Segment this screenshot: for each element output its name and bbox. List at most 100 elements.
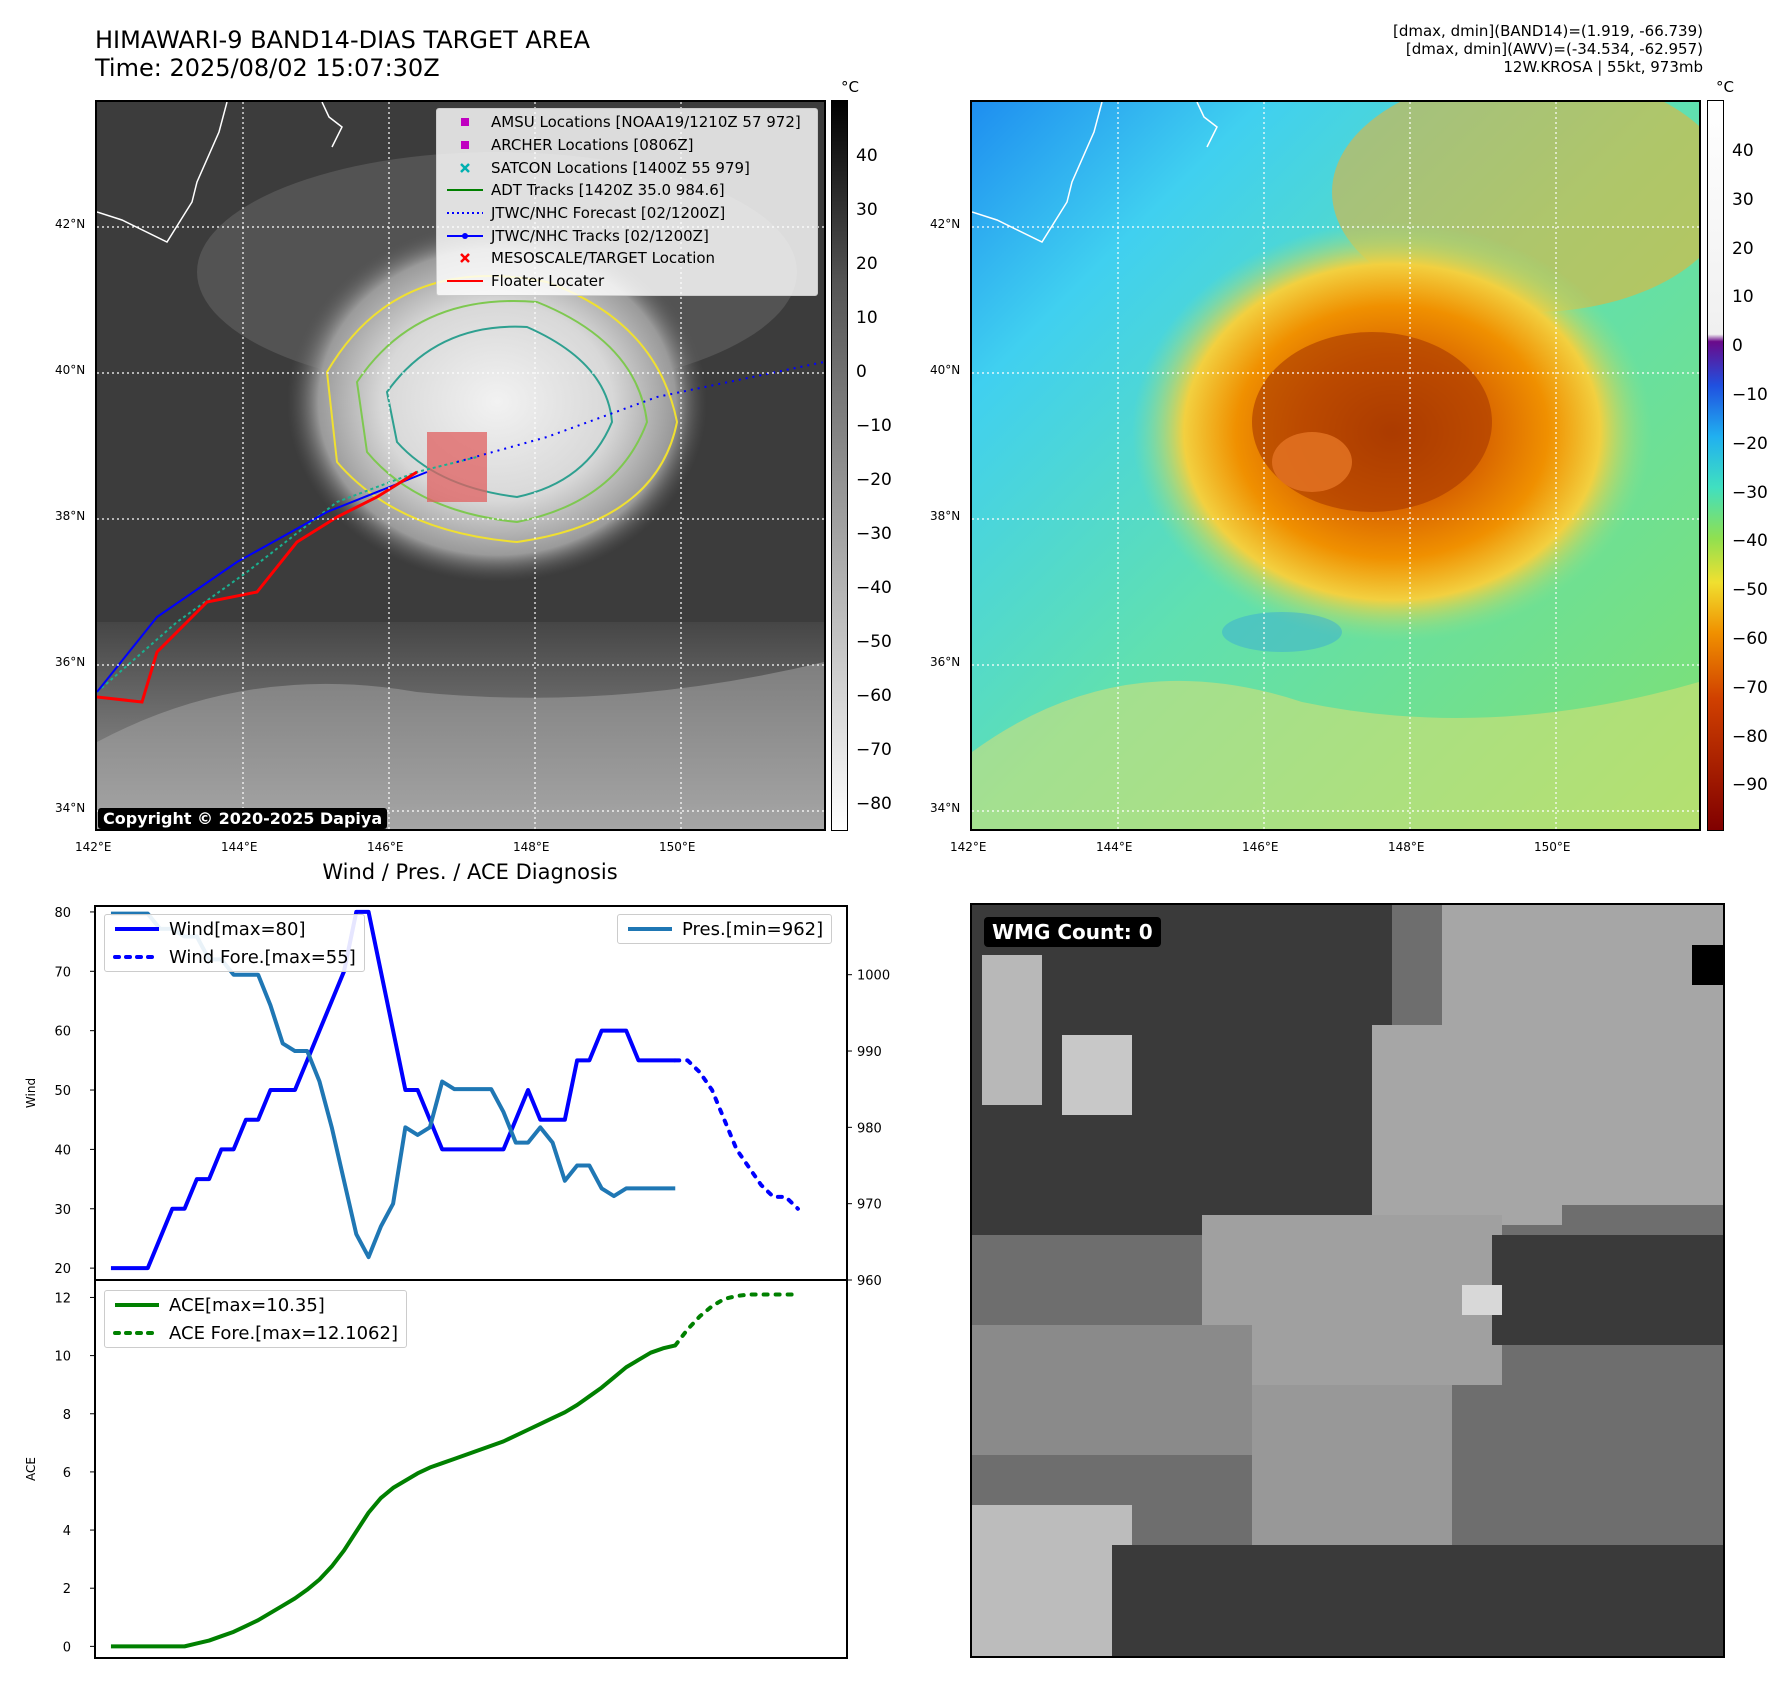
chart-legend-entry: Wind Fore.[max=55] xyxy=(105,943,364,971)
diagnosis-chart: 20 30 40 50 60 70 80 960 970 980 990 1000 0 2 4 6 8 10 12 W… xyxy=(24,905,890,1659)
legend-line-icon xyxy=(115,927,159,931)
legend-label: AMSU Locations [NOAA19/1210Z 57 972] xyxy=(491,113,801,132)
chart-legend-entry: Wind[max=80] xyxy=(105,915,364,943)
awv-colorbar-tick: −80 xyxy=(1732,726,1768,747)
band14-colorbar-tick: −50 xyxy=(856,632,892,652)
band14-colorbar-tick: −40 xyxy=(856,578,892,598)
legend-label: MESOSCALE/TARGET Location xyxy=(491,249,716,268)
latitude-tick: 42°N xyxy=(55,217,86,231)
pressure-tick-label: 960 xyxy=(857,1274,882,1289)
wind-tick-label: 80 xyxy=(54,906,71,921)
legend-line-icon xyxy=(115,1303,159,1307)
latitude-tick: 34°N xyxy=(55,801,86,815)
pressure-tick-label: 990 xyxy=(857,1045,882,1060)
band14-colorbar-tick: −80 xyxy=(856,794,892,814)
series-line xyxy=(110,909,676,1271)
band14-colorbar xyxy=(831,100,848,831)
legend-label: ADT Tracks [1420Z 35.0 984.6] xyxy=(491,181,725,200)
awv-colorbar-tick: −40 xyxy=(1732,531,1768,552)
wmg-imagery xyxy=(972,905,1723,1656)
ace-axis-label: ACE xyxy=(24,1457,38,1481)
legend-label: ARCHER Locations [0806Z] xyxy=(491,136,694,155)
longitude-tick: 148°E xyxy=(513,840,550,854)
legend-line-icon xyxy=(628,927,672,931)
ace-tick-label: 10 xyxy=(54,1350,71,1365)
legend-label: JTWC/NHC Forecast [02/1200Z] xyxy=(491,204,726,223)
stats-block: [dmax, dmin](BAND14)=(1.919, -66.739) [d… xyxy=(1393,22,1703,76)
awv-colorbar xyxy=(1707,100,1724,831)
legend-label: SATCON Locations [1400Z 55 979] xyxy=(491,158,750,177)
longitude-tick: 142°E xyxy=(950,840,987,854)
awv-map-panel xyxy=(970,100,1701,831)
ace-tick-label: 12 xyxy=(54,1291,71,1306)
legend-entry: JTWC/NHC Forecast [02/1200Z] xyxy=(437,202,817,225)
legend-symbol-icon xyxy=(443,184,487,196)
legend-symbol-icon xyxy=(443,162,487,174)
storm-info: 12W.KROSA | 55kt, 973mb xyxy=(1503,58,1703,76)
legend-symbol-icon xyxy=(443,116,487,128)
band14-colorbar-tick: 30 xyxy=(856,200,878,220)
band14-colorbar-unit: °C xyxy=(841,78,859,96)
ace-tick-label: 6 xyxy=(63,1466,71,1481)
series-line xyxy=(673,1058,800,1211)
wind-tick-label: 20 xyxy=(54,1262,71,1277)
chart-legend-label: ACE Fore.[max=12.1062] xyxy=(169,1322,398,1344)
legend-line-icon xyxy=(113,955,161,959)
main-title: HIMAWARI-9 BAND14-DIAS TARGET AREA Time:… xyxy=(95,26,590,82)
band14-colorbar-tick: 20 xyxy=(856,254,878,274)
band14-colorbar-tick: 0 xyxy=(856,362,867,382)
latitude-tick: 42°N xyxy=(930,217,961,231)
ace-tick-label: 0 xyxy=(63,1640,71,1655)
wind-legend: Wind[max=80] Wind Fore.[max=55] xyxy=(104,914,365,972)
awv-colorbar-unit: °C xyxy=(1716,78,1734,96)
awv-colorbar-tick: −90 xyxy=(1732,775,1768,796)
longitude-tick: 144°E xyxy=(221,840,258,854)
chart-legend-label: Wind Fore.[max=55] xyxy=(169,946,356,968)
legend-entry: Floater Locater xyxy=(437,270,817,293)
wind-tick-label: 60 xyxy=(54,1025,71,1040)
series-line xyxy=(110,1343,676,1649)
awv-colorbar-tick: −60 xyxy=(1732,629,1768,649)
ace-tick-label: 4 xyxy=(63,1524,71,1539)
longitude-tick: 146°E xyxy=(367,840,404,854)
longitude-tick: 150°E xyxy=(659,840,696,854)
pressure-tick-label: 980 xyxy=(857,1121,882,1136)
legend-label: JTWC/NHC Tracks [02/1200Z] xyxy=(491,226,709,245)
series-line xyxy=(673,1292,800,1348)
chart-legend-entry: ACE Fore.[max=12.1062] xyxy=(105,1319,406,1347)
latitude-tick: 36°N xyxy=(930,655,961,669)
band14-colorbar-tick: 40 xyxy=(856,146,878,166)
band14-colorbar-tick: 10 xyxy=(856,308,878,328)
wind-tick-label: 30 xyxy=(54,1203,71,1218)
legend-label: Floater Locater xyxy=(491,272,605,291)
awv-colorbar-tick: −30 xyxy=(1732,482,1768,503)
ace-legend: ACE[max=10.35] ACE Fore.[max=12.1062] xyxy=(104,1290,407,1348)
chart-legend-entry: ACE[max=10.35] xyxy=(105,1291,406,1319)
ace-plot-frame xyxy=(94,1279,848,1659)
awv-colorbar-tick: 20 xyxy=(1732,238,1754,259)
wind-tick-label: 70 xyxy=(54,965,71,980)
awv-colorbar-tick: −70 xyxy=(1732,677,1768,698)
latitude-tick: 36°N xyxy=(55,655,86,669)
pressure-legend: Pres.[min=962] xyxy=(617,914,833,944)
legend-entry: JTWC/NHC Tracks [02/1200Z] xyxy=(437,224,817,247)
chart-legend-label: Pres.[min=962] xyxy=(682,918,824,940)
wind-tick-label: 50 xyxy=(54,1084,71,1099)
latitude-tick: 40°N xyxy=(55,363,86,377)
awv-colorbar-tick: −10 xyxy=(1732,385,1768,405)
legend-symbol-icon xyxy=(443,275,487,287)
copyright-badge: Copyright © 2020-2025 Dapiya xyxy=(98,808,388,829)
legend-entry: MESOSCALE/TARGET Location xyxy=(437,247,817,270)
legend-entry: SATCON Locations [1400Z 55 979] xyxy=(437,156,817,179)
band14-stats: [dmax, dmin](BAND14)=(1.919, -66.739) xyxy=(1392,22,1703,40)
chart-legend-label: ACE[max=10.35] xyxy=(169,1294,325,1316)
latitude-tick: 38°N xyxy=(55,509,86,523)
chart-title: Wind / Pres. / ACE Diagnosis xyxy=(322,860,618,884)
awv-colorbar-tick: −50 xyxy=(1732,580,1768,601)
legend-symbol-icon xyxy=(443,207,487,219)
awv-colorbar-tick: 0 xyxy=(1732,336,1743,357)
band14-map-panel: AMSU Locations [NOAA19/1210Z 57 972] ARCH… xyxy=(95,100,826,831)
band14-colorbar-tick: −20 xyxy=(856,470,892,490)
wmg-count-badge: WMG Count: 0 xyxy=(984,917,1161,947)
title-line-2: Time: 2025/08/02 15:07:30Z xyxy=(95,54,440,82)
